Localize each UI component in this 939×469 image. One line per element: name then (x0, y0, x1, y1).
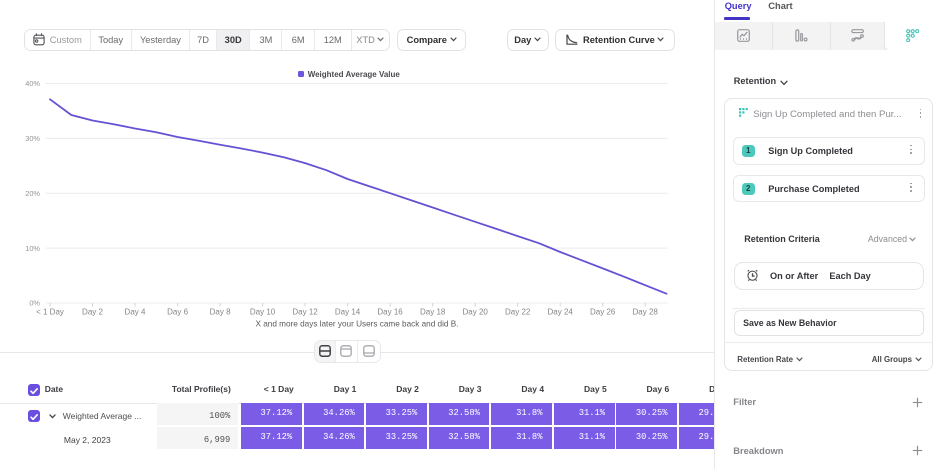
svg-text:< 1 Day: < 1 Day (36, 308, 64, 317)
svg-text:20%: 20% (25, 189, 40, 198)
svg-text:Day 28: Day 28 (633, 308, 659, 317)
svg-text:Day 2: Day 2 (82, 308, 103, 317)
svg-text:Day 14: Day 14 (335, 308, 361, 317)
svg-text:Day 4: Day 4 (125, 308, 146, 317)
svg-text:40%: 40% (25, 79, 40, 88)
svg-text:10%: 10% (25, 244, 40, 253)
svg-text:X and more days later your Use: X and more days later your Users came ba… (256, 320, 459, 329)
svg-text:Day 22: Day 22 (505, 308, 531, 317)
svg-text:0%: 0% (29, 299, 40, 308)
svg-text:Day 12: Day 12 (292, 308, 318, 317)
svg-text:Day 18: Day 18 (420, 308, 446, 317)
svg-text:Day 6: Day 6 (167, 308, 188, 317)
svg-text:Day 10: Day 10 (250, 308, 276, 317)
svg-text:Day 8: Day 8 (210, 308, 231, 317)
svg-text:Day 20: Day 20 (463, 308, 489, 317)
svg-text:30%: 30% (25, 134, 40, 143)
svg-text:Day 16: Day 16 (377, 308, 403, 317)
svg-text:Day 26: Day 26 (590, 308, 616, 317)
svg-text:Day 24: Day 24 (548, 308, 574, 317)
